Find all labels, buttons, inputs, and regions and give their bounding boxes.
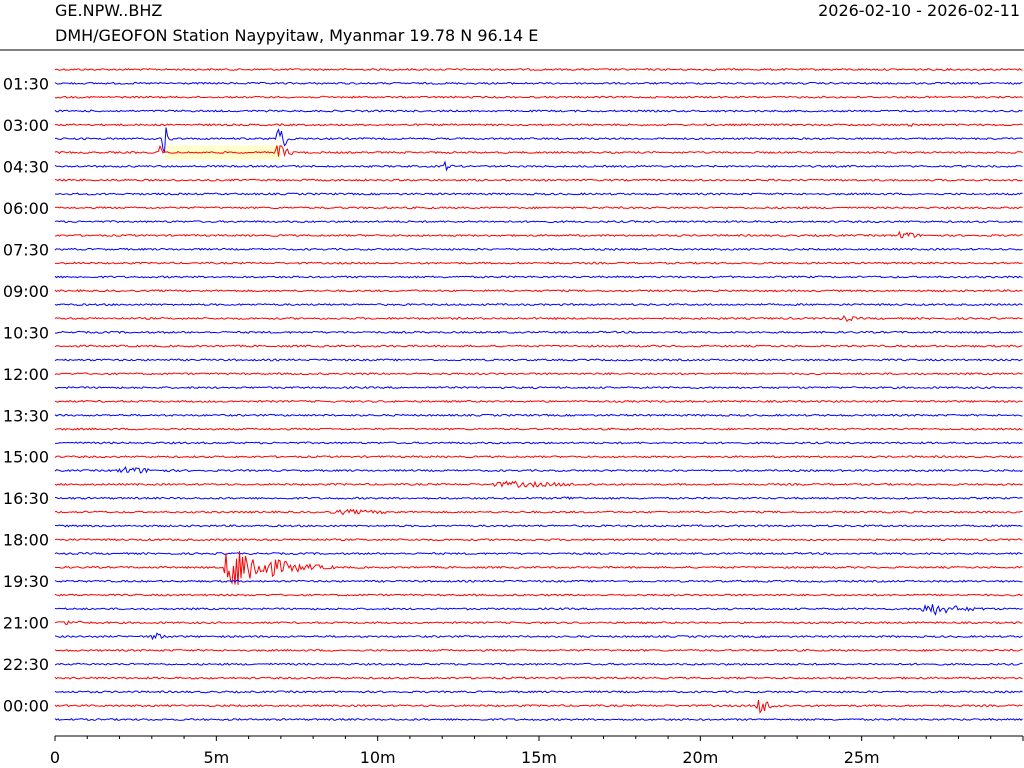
y-tick-label: 12:00 — [3, 365, 49, 384]
x-axis: 0 5m 10m 15m 20m 25m — [50, 735, 1024, 767]
y-tick-label: 15:00 — [3, 448, 49, 467]
trace-line — [54, 230, 1023, 239]
trace-line — [54, 466, 1023, 474]
trace-line — [54, 160, 1023, 172]
station-code: GE.NPW..BHZ — [55, 1, 162, 20]
trace-line — [54, 247, 1023, 251]
y-tick-label: 07:30 — [3, 240, 49, 259]
trace-line — [54, 579, 1023, 583]
y-tick-label: 04:30 — [3, 157, 49, 176]
trace-line — [54, 496, 1023, 500]
trace-line — [54, 604, 1023, 616]
trace-line — [54, 676, 1023, 680]
trace-line — [54, 717, 1023, 722]
x-tick-label: 5m — [203, 748, 229, 767]
y-tick-label: 09:00 — [3, 282, 49, 301]
trace-line — [54, 427, 1023, 431]
x-tick-label: 0 — [50, 748, 60, 767]
trace-line — [54, 67, 1023, 72]
y-tick-label: 18:00 — [3, 531, 49, 550]
trace-line — [54, 413, 1023, 417]
trace-line — [54, 95, 1023, 99]
y-tick-label: 19:30 — [3, 572, 49, 591]
station-description: DMH/GEOFON Station Naypyitaw, Myanmar 19… — [55, 26, 538, 45]
trace-line — [54, 372, 1023, 376]
highlight-band — [164, 145, 281, 160]
trace-line — [54, 192, 1023, 196]
trace-line — [54, 109, 1023, 113]
trace-line — [54, 648, 1023, 652]
trace-line — [54, 275, 1023, 279]
trace-line — [54, 178, 1023, 182]
trace-line — [54, 330, 1023, 334]
trace-line — [54, 593, 1023, 597]
trace-line — [54, 690, 1023, 694]
highlight-layer — [164, 145, 281, 160]
trace-line — [54, 480, 1023, 489]
trace-line — [54, 508, 1023, 516]
x-tick-label: 20m — [682, 748, 718, 767]
traces-layer — [54, 67, 1023, 722]
trace-line — [54, 144, 1023, 158]
y-tick-label: 00:00 — [3, 697, 49, 716]
trace-line — [54, 344, 1023, 348]
y-tick-labels: 01:30 03:00 04:30 06:00 07:30 09:00 10:30 12:00… — [3, 74, 49, 715]
y-tick-label: 13:30 — [3, 406, 49, 425]
trace-line — [54, 206, 1023, 210]
date-range: 2026-02-10 - 2026-02-11 — [818, 1, 1020, 20]
trace-line — [54, 632, 1023, 641]
y-tick-label: 22:30 — [3, 655, 49, 674]
trace-line — [54, 386, 1023, 390]
trace-line — [54, 303, 1023, 307]
trace-line — [54, 455, 1023, 459]
trace-line — [54, 662, 1023, 666]
trace-line — [54, 700, 1023, 714]
y-tick-label: 16:30 — [3, 489, 49, 508]
trace-line — [54, 358, 1023, 362]
trace-line — [54, 550, 1023, 585]
trace-line — [54, 399, 1023, 404]
y-tick-label: 01:30 — [3, 74, 49, 93]
x-tick-label: 10m — [360, 748, 396, 767]
trace-line — [54, 122, 1023, 128]
trace-line — [54, 524, 1023, 528]
trace-line — [54, 81, 1023, 85]
y-tick-label: 06:00 — [3, 199, 49, 218]
trace-line — [54, 551, 1023, 556]
x-tick-label: 25m — [844, 748, 880, 767]
trace-line — [54, 219, 1023, 224]
y-tick-label: 21:00 — [3, 614, 49, 633]
trace-line — [54, 538, 1023, 542]
y-tick-label: 03:00 — [3, 116, 49, 135]
y-tick-label: 10:30 — [3, 323, 49, 342]
trace-line — [54, 127, 1023, 153]
trace-line — [54, 441, 1023, 445]
x-tick-label: 15m — [521, 748, 557, 767]
trace-line — [54, 289, 1023, 293]
trace-line — [54, 261, 1023, 265]
trace-line — [54, 314, 1023, 323]
chart-header: GE.NPW..BHZ DMH/GEOFON Station Naypyitaw… — [0, 1, 1024, 51]
trace-line — [54, 620, 1023, 626]
